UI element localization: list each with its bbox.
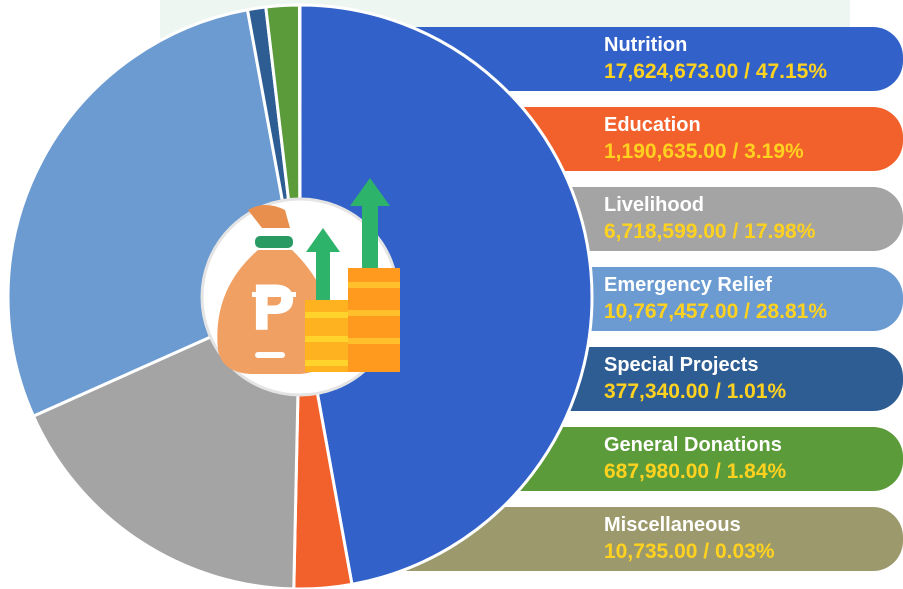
legend-name: Nutrition: [604, 34, 687, 56]
amount-label: 687,980.00: [604, 460, 709, 483]
separator: /: [738, 60, 756, 83]
percent-label: 47.15%: [756, 60, 828, 83]
amount-label: 377,340.00: [604, 380, 709, 403]
amount-label: 10,735.00: [604, 540, 697, 563]
separator: /: [727, 140, 745, 163]
legend-value: 10,767,457.00 / 28.81%: [604, 300, 827, 323]
separator: /: [709, 460, 727, 483]
legend-value: 10,735.00 / 0.03%: [604, 540, 775, 563]
legend-name: Livelihood: [604, 194, 704, 216]
pie-slice: [297, 3, 302, 298]
percent-label: 28.81%: [756, 300, 828, 323]
legend-value: 377,340.00 / 1.01%: [604, 380, 786, 403]
legend-value: 1,190,635.00 / 3.19%: [604, 140, 804, 163]
legend-name: Miscellaneous: [604, 514, 741, 536]
separator: /: [727, 220, 745, 243]
amount-label: 1,190,635.00: [604, 140, 727, 163]
legend-value: 17,624,673.00 / 47.15%: [604, 60, 827, 83]
separator: /: [709, 380, 727, 403]
percent-label: 17.98%: [744, 220, 816, 243]
separator: /: [738, 300, 756, 323]
legend-value: 6,718,599.00 / 17.98%: [604, 220, 816, 243]
svg-text:P: P: [250, 272, 295, 345]
legend-name: Special Projects: [604, 354, 759, 376]
amount-label: 6,718,599.00: [604, 220, 727, 243]
amount-label: 17,624,673.00: [604, 60, 738, 83]
center-icon: P: [200, 178, 400, 397]
percent-label: 0.03%: [715, 540, 775, 563]
pie-slice: [298, 3, 594, 587]
percent-label: 1.01%: [727, 380, 787, 403]
legend-name: General Donations: [604, 434, 782, 456]
legend-name: Education: [604, 114, 701, 136]
legend-name: Emergency Relief: [604, 274, 772, 296]
legend-value: 687,980.00 / 1.84%: [604, 460, 786, 483]
separator: /: [697, 540, 715, 563]
amount-label: 10,767,457.00: [604, 300, 738, 323]
percent-label: 1.84%: [727, 460, 787, 483]
percent-label: 3.19%: [744, 140, 804, 163]
